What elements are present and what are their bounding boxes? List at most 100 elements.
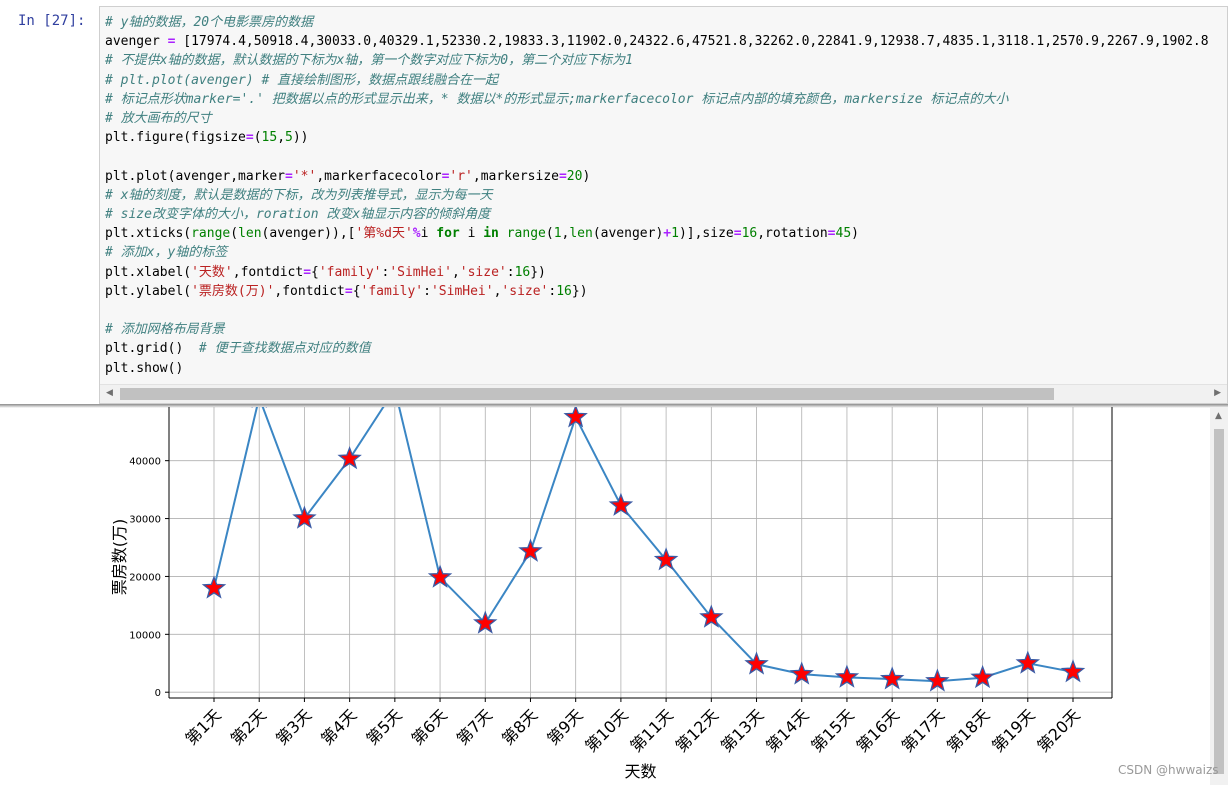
- code-token: 16: [514, 264, 531, 280]
- code-token: (: [253, 130, 262, 146]
- data-point-star: [789, 661, 814, 685]
- data-point-star: [1060, 659, 1086, 683]
- x-tick-label: 第1天: [182, 705, 225, 748]
- code-token: '*': [292, 168, 317, 184]
- vertical-scrollbar[interactable]: ▲: [1210, 407, 1228, 785]
- code-token: plt.figure(figsize: [105, 130, 246, 146]
- x-tick-label: 第13天: [717, 705, 767, 755]
- x-tick-label: 第19天: [988, 705, 1038, 755]
- data-point-star: [292, 505, 317, 529]
- code-token: # size改变字体的大小，roration 改变x轴显示内容的倾斜角度: [105, 207, 491, 223]
- code-token: # y轴的数据，20个电影票房的数据: [105, 15, 314, 30]
- code-token: len: [238, 226, 262, 242]
- code-token: ,: [561, 226, 570, 242]
- x-tick-label: 第9天: [543, 705, 586, 748]
- code-token: 'family': [318, 264, 382, 280]
- x-tick-label: 第14天: [762, 705, 812, 755]
- code-token: # 添加网格布局背景: [105, 322, 225, 338]
- horizontal-scrollbar[interactable]: ◀ ▶: [100, 384, 1227, 403]
- code-token: range: [191, 226, 231, 242]
- y-tick-label: 30000: [129, 515, 161, 526]
- code-token: :: [423, 283, 431, 299]
- data-point-star: [337, 445, 362, 470]
- code-token: ,: [493, 283, 502, 299]
- y-tick-label: 10000: [129, 630, 161, 641]
- code-token: =: [344, 283, 353, 299]
- code-token: ,: [451, 264, 460, 280]
- scroll-left-arrow-icon[interactable]: ◀: [106, 388, 113, 398]
- code-token: :: [381, 264, 390, 280]
- code-token: i: [459, 226, 484, 242]
- code-token: ): [851, 226, 859, 242]
- code-token: in: [483, 226, 499, 242]
- code-line: plt.xticks(range(len(avenger)),['第%d天'%i…: [105, 224, 1209, 243]
- code-token: ,fontdict: [232, 264, 304, 280]
- code-token: 16: [741, 226, 758, 242]
- code-token: '天数': [191, 264, 233, 280]
- scroll-right-arrow-icon[interactable]: ▶: [1214, 388, 1221, 398]
- scroll-up-arrow-icon[interactable]: ▲: [1215, 411, 1222, 421]
- data-point-star: [699, 604, 724, 628]
- x-tick-label: 第16天: [853, 705, 903, 755]
- code-token: # 标记点形状marker='.' 把数据以点的形式显示出来，* 数据以*的形式…: [105, 91, 1009, 107]
- code-token: %: [412, 226, 421, 242]
- y-tick-label: 20000: [129, 572, 161, 583]
- code-token: # plt.plot(avenger) # 直接绘制图形，数据点跟线融合在一起: [105, 72, 499, 88]
- code-token: range: [506, 226, 546, 242]
- code-token: # 添加x，y轴的标签: [105, 245, 228, 261]
- code-line: # plt.plot(avenger) # 直接绘制图形，数据点跟线融合在一起: [105, 71, 1209, 90]
- code-token: }): [530, 264, 546, 280]
- code-line: [105, 147, 1209, 166]
- data-point-star: [518, 538, 543, 562]
- data-point-star: [1015, 650, 1041, 674]
- x-tick-label: 第17天: [898, 705, 948, 755]
- code-line: avenger = [17974.4,50918.4,30033.0,40329…: [105, 32, 1209, 51]
- code-line: plt.plot(avenger,marker='*',markerfaceco…: [105, 167, 1209, 186]
- x-tick-label: 第6天: [408, 705, 451, 748]
- code-token: avenger: [105, 34, 168, 50]
- code-token: plt.ylabel(: [105, 283, 192, 299]
- data-point-star: [925, 668, 950, 692]
- code-token: 'size': [459, 264, 507, 280]
- code-editor[interactable]: # y轴的数据，20个电影票房的数据 avenger = [17974.4,509…: [105, 13, 1209, 378]
- data-point-star: [879, 666, 905, 690]
- code-token: # 不提供x轴的数据，默认数据的下标为x轴，第一个数字对应下标为0，第二个对应下…: [105, 53, 633, 69]
- watermark: CSDN @hwwaizs: [1118, 763, 1219, 777]
- code-token: =: [441, 168, 450, 184]
- series-line: [213, 407, 1074, 683]
- code-token: 5: [285, 130, 293, 146]
- data-point-star: [653, 547, 679, 571]
- data-point-star: [608, 492, 634, 516]
- code-token: 1: [671, 226, 679, 242]
- data-point-star: [563, 407, 588, 428]
- code-token: 'r': [449, 168, 473, 184]
- code-token: 45: [835, 226, 852, 242]
- code-token: # x轴的刻度，默认是数据的下标，改为列表推导式，显示为每一天: [105, 187, 493, 203]
- code-token: [17974.4,50918.4,30033.0,40329.1,52330.2…: [175, 34, 1209, 50]
- code-token: =: [303, 264, 312, 280]
- x-tick-label: 第15天: [807, 705, 857, 755]
- code-token: 15: [261, 130, 278, 146]
- code-token: '第%d天': [355, 226, 413, 242]
- vertical-scrollbar-thumb[interactable]: [1214, 429, 1224, 774]
- x-tick-label: 第8天: [498, 705, 541, 748]
- code-token: ,fontdict: [274, 283, 345, 299]
- x-tick-label: 第2天: [227, 705, 270, 748]
- code-line: # 不提供x轴的数据，默认数据的下标为x轴，第一个数字对应下标为0，第二个对应下…: [105, 51, 1209, 70]
- code-cell[interactable]: # y轴的数据，20个电影票房的数据 avenger = [17974.4,509…: [99, 6, 1228, 404]
- code-line: # size改变字体的大小，roration 改变x轴显示内容的倾斜角度: [105, 205, 1209, 224]
- code-token: :: [548, 283, 557, 299]
- y-tick-label: 50000: [129, 407, 161, 410]
- code-line: # 添加网格布局背景: [105, 320, 1209, 339]
- x-tick-label: 第10天: [581, 705, 631, 755]
- horizontal-scrollbar-thumb[interactable]: [120, 388, 1054, 400]
- x-tick-label: 第7天: [453, 705, 496, 748]
- data-point-star: [427, 564, 453, 588]
- code-token: =: [733, 226, 742, 242]
- code-token: for: [436, 226, 460, 242]
- code-token: =: [827, 226, 836, 242]
- code-line: # y轴的数据，20个电影票房的数据: [105, 13, 1209, 32]
- code-token: i: [420, 226, 437, 242]
- x-axis-label: 天数: [624, 762, 656, 781]
- code-token: ,markerfacecolor: [316, 168, 442, 184]
